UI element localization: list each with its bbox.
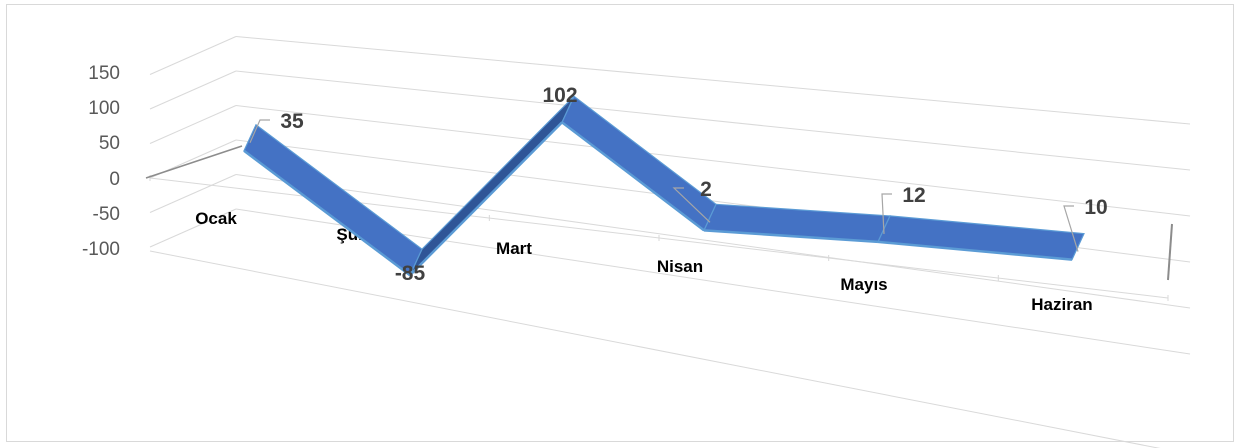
gridline bbox=[235, 36, 1191, 125]
gridline-side bbox=[149, 174, 237, 213]
axis-stub bbox=[145, 145, 243, 179]
y-tick-label: -100 bbox=[82, 239, 120, 260]
ribbon-front-edge bbox=[561, 121, 705, 232]
ribbon-segment bbox=[561, 95, 717, 232]
x-tick-label: Mart bbox=[496, 239, 532, 258]
label-leader bbox=[249, 119, 270, 144]
ribbon-front-edge bbox=[409, 121, 563, 277]
x-tick-label: Mayıs bbox=[840, 275, 887, 294]
data-label: 12 bbox=[902, 184, 925, 207]
right-wall-edge bbox=[1167, 223, 1173, 281]
data-label: 35 bbox=[280, 110, 304, 133]
x-tick-label: Nisan bbox=[657, 257, 703, 276]
y-tick-label: 0 bbox=[109, 169, 120, 190]
gridline-side bbox=[149, 105, 237, 144]
label-leader bbox=[881, 193, 892, 234]
gridline-side bbox=[149, 70, 237, 110]
gridline bbox=[235, 70, 1191, 171]
floor-front-edge bbox=[149, 250, 1161, 448]
y-tick-label: 150 bbox=[88, 63, 120, 84]
ribbon-series bbox=[243, 95, 1085, 277]
y-tick-label: 50 bbox=[99, 133, 120, 154]
x-tick-label: Haziran bbox=[1031, 295, 1092, 314]
ribbon-segment bbox=[243, 123, 423, 277]
x-tick-label: Ocak bbox=[195, 209, 237, 228]
label-leader bbox=[672, 187, 711, 223]
data-label: 2 bbox=[700, 178, 712, 201]
label-leader bbox=[1063, 205, 1079, 252]
chart-frame bbox=[6, 4, 1234, 442]
y-tick-label: 100 bbox=[88, 98, 120, 119]
y-tick-label: -50 bbox=[93, 204, 120, 225]
gridline-side bbox=[149, 36, 237, 75]
data-labels: 35 -85 102 2 12 10 bbox=[249, 84, 1108, 285]
data-label: 102 bbox=[542, 84, 577, 107]
ribbon-segment bbox=[877, 215, 1085, 261]
y-axis-ticks: 150 100 50 0 -50 -100 bbox=[82, 63, 120, 260]
gridline bbox=[235, 174, 1191, 309]
ribbon-front-edge bbox=[703, 229, 879, 244]
ribbon-front-edge bbox=[877, 240, 1073, 261]
gridline-side bbox=[149, 208, 237, 248]
data-label: 10 bbox=[1084, 196, 1107, 219]
data-label: -85 bbox=[395, 262, 426, 285]
gridline bbox=[235, 105, 1191, 217]
ribbon-front-edge bbox=[243, 149, 411, 277]
